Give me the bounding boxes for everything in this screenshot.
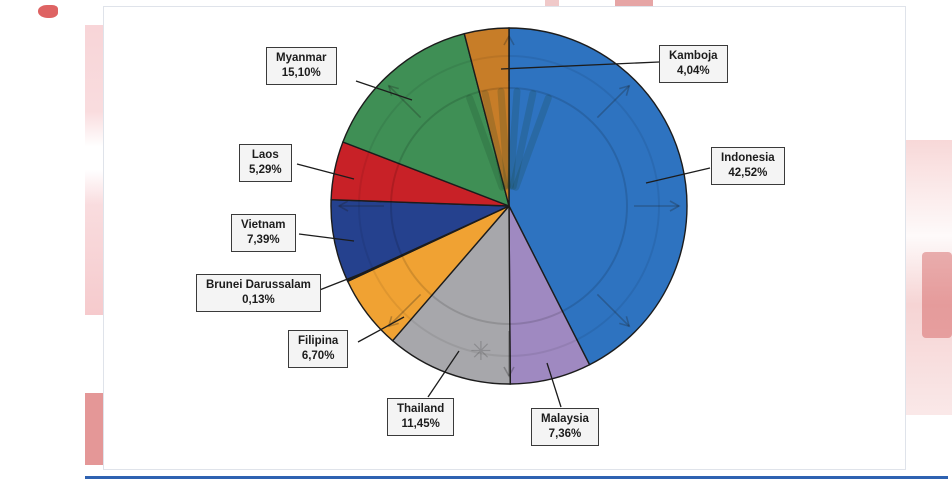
watermark-arrow-icon — [596, 293, 630, 327]
label-laos: Laos 5,29% — [239, 144, 292, 182]
leader-line-thailand — [427, 350, 460, 398]
pie-slice-thailand — [391, 204, 511, 385]
pie-slice-indonesia — [508, 27, 688, 366]
label-filipina-value: 6,70% — [301, 349, 335, 362]
label-indonesia: Indonesia 42,52% — [711, 147, 785, 185]
label-malaysia: Malaysia 7,36% — [531, 408, 599, 446]
label-myanmar-name: Myanmar — [276, 52, 327, 64]
label-filipina: Filipina 6,70% — [288, 330, 349, 368]
label-thailand-value: 11,45% — [401, 417, 440, 430]
watermark-stalk — [506, 87, 521, 190]
footer-rule — [85, 476, 948, 479]
label-malaysia-name: Malaysia — [541, 413, 589, 425]
leader-line-vietnam — [298, 233, 355, 242]
watermark-stalk — [509, 90, 537, 190]
pie-slice-myanmar — [342, 32, 511, 208]
leader-line-laos — [296, 163, 355, 180]
watermark-circle-outer — [358, 55, 660, 357]
leader-line-malaysia — [546, 362, 562, 408]
label-brunei-name: Brunei Darussalam — [206, 279, 311, 291]
label-vietnam-value: 7,39% — [246, 233, 280, 246]
label-kamboja: Kamboja 4,04% — [659, 45, 728, 83]
label-myanmar: Myanmar 15,10% — [266, 47, 337, 85]
watermark-arrowhead-icon — [387, 316, 399, 328]
label-malaysia-value: 7,36% — [548, 427, 582, 440]
watermark-arrowhead-icon — [337, 200, 349, 212]
watermark-stalk — [481, 90, 509, 190]
label-vietnam: Vietnam 7,39% — [231, 214, 296, 252]
label-indonesia-name: Indonesia — [721, 152, 775, 164]
leader-line-indonesia — [645, 167, 711, 184]
watermark-arrowhead-icon — [619, 316, 631, 328]
label-indonesia-value: 42,52% — [728, 166, 768, 179]
watermark-arrowhead-icon — [619, 84, 631, 96]
label-vietnam-name: Vietnam — [241, 219, 286, 231]
label-thailand: Thailand 11,45% — [387, 398, 455, 436]
watermark-stalk — [512, 94, 552, 191]
label-laos-value: 5,29% — [249, 163, 282, 176]
watermark-rice-stalks — [466, 87, 552, 191]
pie-slices-group — [330, 27, 688, 385]
pie-slice-kamboja — [463, 27, 510, 207]
label-kamboja-value: 4,04% — [676, 64, 710, 77]
leader-line-filipina — [357, 316, 405, 343]
watermark-stalk — [497, 87, 512, 190]
watermark-arrowhead-icon — [669, 200, 681, 212]
watermark-stalk — [466, 94, 506, 191]
label-brunei-darussalam: Brunei Darussalam 0,13% — [196, 274, 321, 312]
label-thailand-name: Thailand — [397, 403, 445, 415]
watermark-circle-inner — [390, 87, 628, 325]
label-laos-name: Laos — [251, 149, 279, 161]
watermark-arrowhead-icon — [503, 34, 515, 46]
leader-line-kamboja — [500, 61, 660, 70]
leader-lines-group — [296, 61, 711, 408]
label-brunei-value: 0,13% — [242, 293, 275, 306]
label-myanmar-value: 15,10% — [281, 66, 321, 79]
watermark-arrow-icon — [596, 85, 630, 119]
watermark-star-icon: ✳ — [470, 336, 492, 366]
leader-line-myanmar — [355, 80, 413, 101]
watermark-arrow-icon — [388, 293, 422, 327]
watermark-arrow-icon — [388, 85, 422, 119]
watermark-arrowhead-icon — [503, 366, 515, 378]
label-kamboja-name: Kamboja — [669, 50, 718, 62]
asean-emblem-watermark: ✳ — [337, 34, 681, 378]
label-filipina-name: Filipina — [298, 335, 339, 347]
leader-line-brunei-darussalam — [316, 270, 369, 292]
